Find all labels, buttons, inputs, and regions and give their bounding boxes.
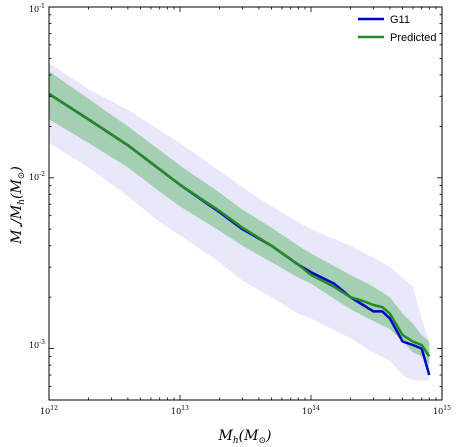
confidence-bands (49, 63, 430, 381)
x-tick-label-1e13: 1013 (171, 405, 189, 416)
legend-label-predicted: Predicted (390, 32, 436, 44)
y-tick-label-1e-2: 10-2 (29, 171, 45, 182)
legend-label-g11: G11 (390, 14, 410, 26)
y-axis-label: M⋆/Mh(M⊙) (9, 166, 27, 245)
x-tick-label-1e15: 1015 (433, 405, 451, 416)
x-tick-label-1e12: 1012 (40, 405, 58, 416)
series-lines (48, 92, 431, 376)
axis-ticks (48, 6, 442, 401)
x-axis-label: Mh(M⊙) (218, 428, 272, 446)
x-tick-label-1e14: 1014 (302, 405, 320, 416)
y-tick-label-1e-3: 10-3 (29, 339, 45, 350)
predicted-series-line (48, 92, 431, 358)
y-tick-label-1e-1: 10-1 (29, 3, 45, 14)
predicted-scatter-band (49, 71, 430, 366)
legend: G11 Predicted (358, 14, 436, 44)
plot-frame (48, 6, 443, 401)
